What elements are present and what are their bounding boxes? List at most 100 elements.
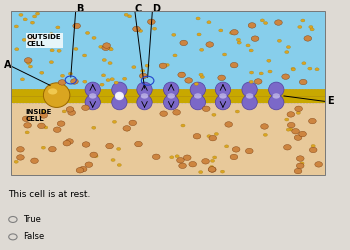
Circle shape xyxy=(133,26,140,32)
Circle shape xyxy=(145,64,149,67)
Circle shape xyxy=(102,74,106,77)
Bar xyxy=(11,102,325,175)
Circle shape xyxy=(275,20,282,25)
Circle shape xyxy=(90,152,98,158)
Circle shape xyxy=(308,67,312,70)
Ellipse shape xyxy=(272,93,280,99)
Circle shape xyxy=(20,78,24,81)
Circle shape xyxy=(139,73,147,79)
Circle shape xyxy=(26,62,30,64)
Circle shape xyxy=(106,143,113,149)
Bar xyxy=(11,11,325,175)
Circle shape xyxy=(76,168,84,173)
Circle shape xyxy=(83,80,87,83)
Ellipse shape xyxy=(242,95,257,110)
Circle shape xyxy=(209,167,216,172)
Ellipse shape xyxy=(194,93,202,99)
Circle shape xyxy=(286,128,290,131)
Circle shape xyxy=(245,148,253,154)
Circle shape xyxy=(85,162,93,168)
Circle shape xyxy=(231,155,235,158)
Circle shape xyxy=(177,158,184,163)
Ellipse shape xyxy=(137,82,152,97)
Text: A: A xyxy=(4,60,12,70)
Circle shape xyxy=(180,72,184,75)
Circle shape xyxy=(25,131,29,134)
Circle shape xyxy=(172,33,176,36)
Circle shape xyxy=(129,120,137,126)
Circle shape xyxy=(291,67,295,70)
Circle shape xyxy=(103,43,111,48)
Circle shape xyxy=(302,62,306,65)
Circle shape xyxy=(122,77,127,80)
Circle shape xyxy=(141,69,145,72)
Ellipse shape xyxy=(242,82,257,97)
Circle shape xyxy=(44,126,48,129)
Circle shape xyxy=(109,48,113,51)
Circle shape xyxy=(117,164,121,166)
Text: D: D xyxy=(152,4,160,15)
Circle shape xyxy=(127,15,132,18)
Circle shape xyxy=(23,18,27,21)
Circle shape xyxy=(263,133,267,136)
Text: This cell is at rest.: This cell is at rest. xyxy=(8,190,90,199)
Circle shape xyxy=(19,14,23,16)
Circle shape xyxy=(249,49,253,52)
Circle shape xyxy=(22,38,26,41)
Circle shape xyxy=(246,44,250,47)
Circle shape xyxy=(251,36,259,41)
Ellipse shape xyxy=(163,82,179,97)
Circle shape xyxy=(220,170,225,173)
Ellipse shape xyxy=(215,95,231,110)
Circle shape xyxy=(135,141,142,147)
Circle shape xyxy=(58,80,66,85)
Text: B: B xyxy=(76,4,83,15)
Circle shape xyxy=(62,110,66,113)
Circle shape xyxy=(175,155,179,158)
Circle shape xyxy=(291,68,295,71)
Circle shape xyxy=(199,48,204,51)
Circle shape xyxy=(68,72,72,75)
Circle shape xyxy=(310,28,314,31)
Circle shape xyxy=(94,154,98,158)
Circle shape xyxy=(198,170,203,173)
Circle shape xyxy=(40,71,44,74)
Circle shape xyxy=(24,122,32,128)
Circle shape xyxy=(248,23,256,28)
Circle shape xyxy=(71,79,78,84)
Circle shape xyxy=(102,45,110,51)
Circle shape xyxy=(295,106,302,112)
Circle shape xyxy=(117,148,121,150)
Ellipse shape xyxy=(89,93,97,99)
Text: C: C xyxy=(135,4,142,15)
Circle shape xyxy=(237,41,241,44)
Circle shape xyxy=(287,122,295,128)
Circle shape xyxy=(132,66,136,68)
Circle shape xyxy=(289,128,293,131)
Circle shape xyxy=(50,49,54,52)
Bar xyxy=(11,11,325,90)
Circle shape xyxy=(268,70,272,73)
Circle shape xyxy=(249,80,253,83)
Circle shape xyxy=(224,145,229,148)
Circle shape xyxy=(49,61,54,64)
Circle shape xyxy=(56,26,60,29)
Circle shape xyxy=(196,17,200,20)
Circle shape xyxy=(202,106,210,112)
Circle shape xyxy=(292,128,299,134)
Ellipse shape xyxy=(116,93,123,99)
Circle shape xyxy=(25,58,32,63)
Circle shape xyxy=(261,124,268,129)
Circle shape xyxy=(37,123,45,128)
Circle shape xyxy=(298,26,302,29)
Circle shape xyxy=(73,23,80,29)
Circle shape xyxy=(14,25,19,28)
Circle shape xyxy=(299,131,307,137)
Circle shape xyxy=(178,72,186,78)
Ellipse shape xyxy=(85,95,100,110)
Circle shape xyxy=(33,15,37,18)
Circle shape xyxy=(82,142,90,147)
Circle shape xyxy=(219,29,223,32)
Circle shape xyxy=(30,21,35,24)
Ellipse shape xyxy=(112,82,127,97)
